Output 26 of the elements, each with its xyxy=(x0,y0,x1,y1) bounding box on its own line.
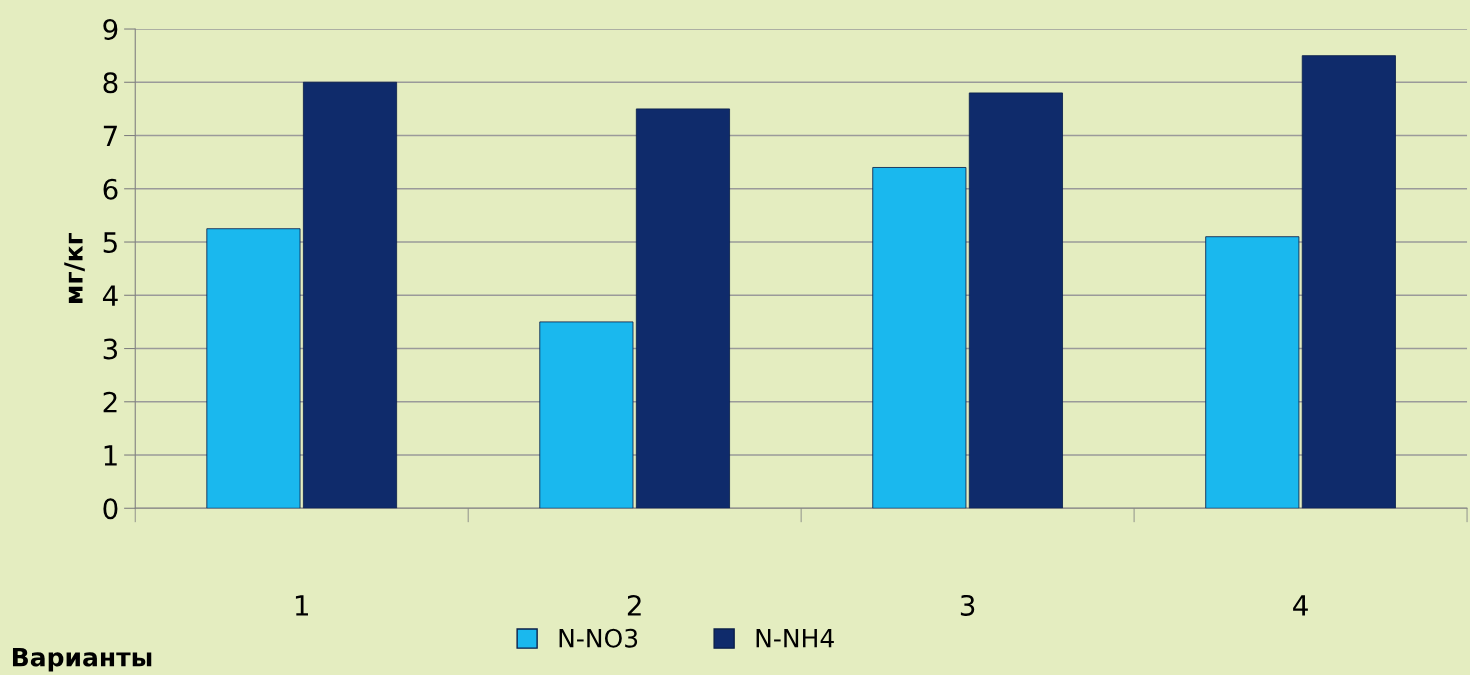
bar xyxy=(1205,236,1300,509)
y-tick-label: 6 xyxy=(103,178,118,200)
bar xyxy=(1301,55,1396,509)
y-tick-label: 2 xyxy=(103,391,117,413)
bar xyxy=(635,108,730,509)
bar xyxy=(206,228,301,509)
y-tick-label: 4 xyxy=(102,285,118,306)
x-axis-title: Варианты xyxy=(12,648,152,672)
x-tick-label: 4 xyxy=(1293,595,1308,616)
bar xyxy=(539,321,634,509)
legend-label: N-NO3 xyxy=(559,628,638,648)
x-tick-label: 1 xyxy=(295,595,308,616)
y-axis-title: мг/кг xyxy=(64,232,85,303)
y-tick-label: 3 xyxy=(103,338,118,360)
x-tick-label: 3 xyxy=(960,594,975,616)
x-tick-label: 2 xyxy=(627,594,641,616)
y-tick-label: 7 xyxy=(103,125,117,147)
y-tick-label: 5 xyxy=(103,232,117,253)
y-tick-label: 0 xyxy=(103,498,118,520)
y-tick-label: 1 xyxy=(104,445,117,466)
legend-label: N-NH4 xyxy=(756,629,834,648)
y-tick-label: 8 xyxy=(103,72,118,94)
bar xyxy=(872,167,967,509)
bar xyxy=(302,81,398,509)
y-tick-label: 9 xyxy=(103,18,118,40)
bar xyxy=(968,92,1063,509)
